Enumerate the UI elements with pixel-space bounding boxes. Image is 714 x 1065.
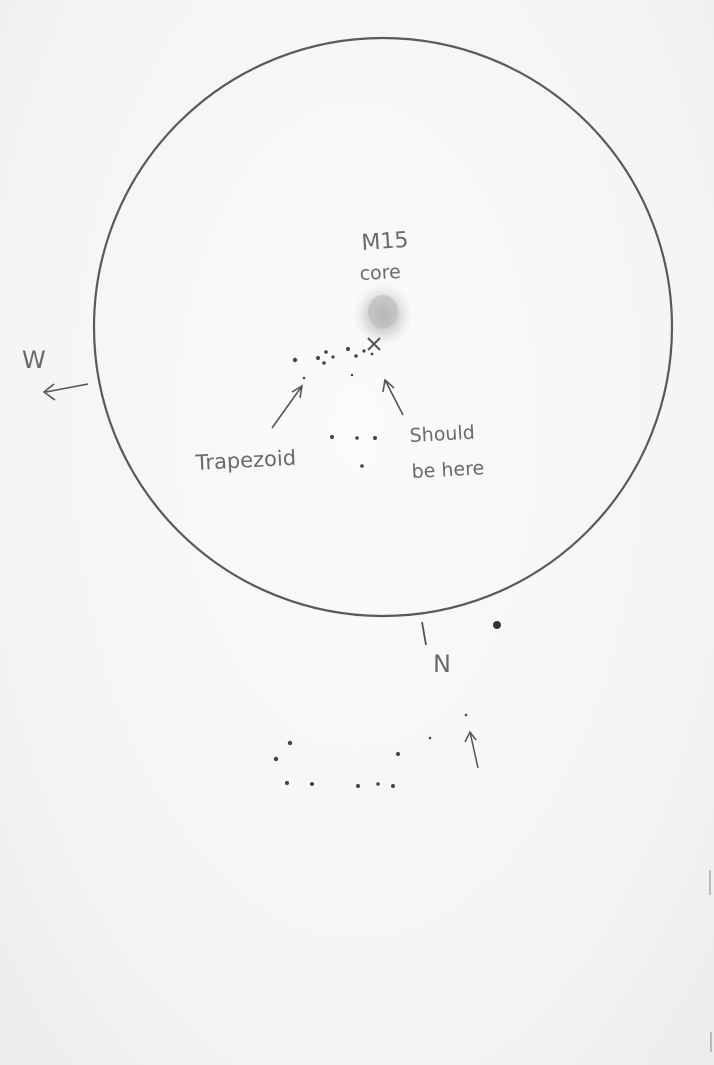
north-tick [421,621,427,646]
m15-core-inner [368,295,398,329]
should-be-here-arrow [382,378,404,416]
trapezoid-stars [292,347,374,380]
core-label: core [359,261,401,285]
trapezoid-label: Trapezoid [194,446,297,475]
should-be-here-label-2: be here [411,457,485,483]
trapezoid-arrow [271,384,304,429]
should-be-here-label-1: Should [409,422,475,447]
outer-stars [273,713,468,788]
m15-label: M15 [361,228,410,256]
x-mark [367,337,381,351]
field-stars-lower [330,435,377,468]
west-arrow [42,383,89,401]
eyepiece-field-circle [92,36,674,618]
north-label: N [433,650,451,678]
bright-star [493,621,501,629]
paper-edge-marks [709,870,712,1052]
up-arrow [464,730,479,769]
west-label: W [22,346,46,374]
